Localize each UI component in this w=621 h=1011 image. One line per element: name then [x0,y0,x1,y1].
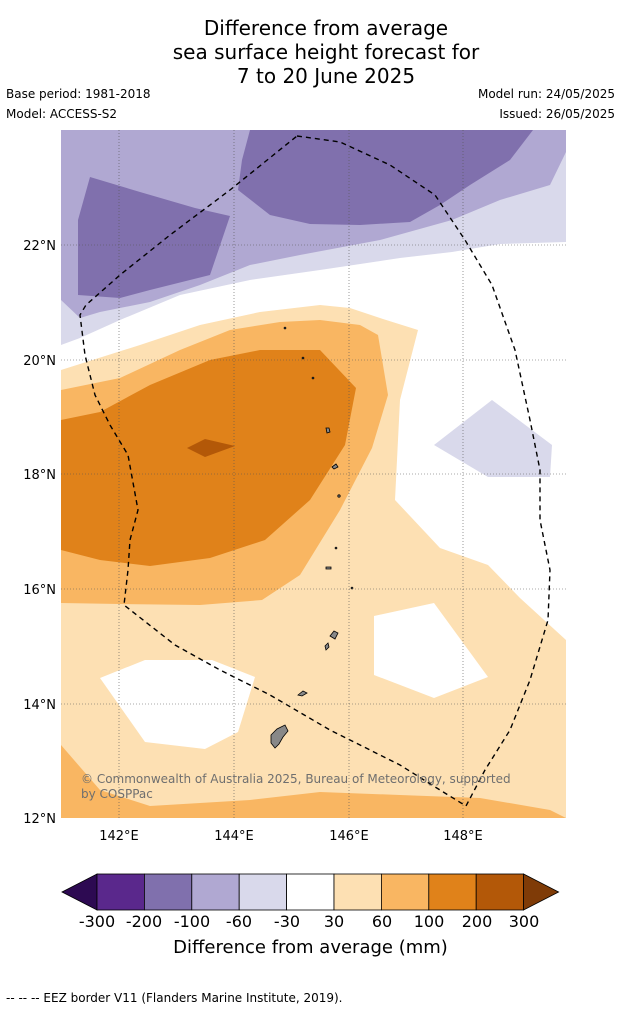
model-text: Model: ACCESS-S2 [6,107,118,121]
title-line-3: 7 to 20 June 2025 [236,64,416,88]
colorbar-tick: 60 [372,912,392,931]
base-period-text: Base period: 1981-2018 [6,87,151,101]
colorbar-segment [191,873,240,911]
colorbar-segment [333,873,382,911]
lon-label: 146°E [329,829,369,844]
contour-pos-30-south-island-a [100,660,255,749]
lat-label: 14°N [23,698,56,713]
lat-label: 18°N [23,468,56,483]
colorbar-tick: -100 [174,912,210,931]
graticule [61,130,566,818]
colorbar-tick: -200 [126,912,162,931]
contour-neg-100-a [78,177,230,298]
lon-label: 148°E [443,829,483,844]
colorbar-segment [238,873,287,911]
contour-neg-30-east [434,400,552,477]
lat-label: 12°N [23,812,56,827]
sea-height-map: 22°N 20°N 18°N 16°N 14°N 12°N 142°E 144°… [23,130,566,844]
colorbar-tick: -30 [274,912,300,931]
issued-text: Issued: 26/05/2025 [499,107,615,121]
colorbar-tick: 200 [462,912,493,931]
contour-neg-100-b [238,130,533,225]
colorbar-segment [286,873,335,911]
colorbar-tick: 100 [414,912,445,931]
contour-pos-100 [61,350,356,566]
colorbar-extend-low [61,873,98,911]
colorbar-tick: -300 [79,912,115,931]
colorbar-segment [475,873,525,911]
lon-axis: 142°E 144°E 146°E 148°E [99,829,483,844]
colorbar-segment [428,873,477,911]
colorbar-segment [143,873,193,911]
title-line-2: sea surface height forecast for [172,40,480,64]
contour-pos-30-south-island-b [374,603,488,698]
lat-axis: 22°N 20°N 18°N 16°N 14°N 12°N [23,239,56,827]
contour-fields [61,130,566,818]
colorbar: -300 -200 -100 -60 -30 30 60 100 200 300 [61,873,560,931]
eez-border-line [79,135,551,807]
lon-label: 144°E [214,829,254,844]
lat-label: 16°N [23,583,56,598]
colorbar-tick: 300 [509,912,540,931]
colorbar-tick: -60 [226,912,252,931]
colorbar-label: Difference from average (mm) [173,937,448,958]
model-run-text: Model run: 24/05/2025 [477,87,615,101]
lon-label: 142°E [99,829,139,844]
map-title: Difference from average sea surface heig… [0,16,621,88]
colorbar-segment [96,873,145,911]
copyright-credit: © Commonwealth of Australia 2025, Bureau… [81,772,511,801]
contour-pos-200 [187,439,235,457]
eez-legend-note: -- -- -- EEZ border V11 (Flanders Marine… [6,991,343,1005]
colorbar-segment [380,873,430,911]
colorbar-segments [61,873,560,911]
colorbar-ticks: -300 -200 -100 -60 -30 30 60 100 200 300 [79,912,539,931]
colorbar-tick: 30 [324,912,344,931]
lat-label: 22°N [23,239,56,254]
title-line-1: Difference from average [203,16,449,40]
contour-pos-60-south [61,745,566,818]
colorbar-extend-high [523,873,560,911]
lat-label: 20°N [23,354,56,369]
islands [270,326,354,749]
